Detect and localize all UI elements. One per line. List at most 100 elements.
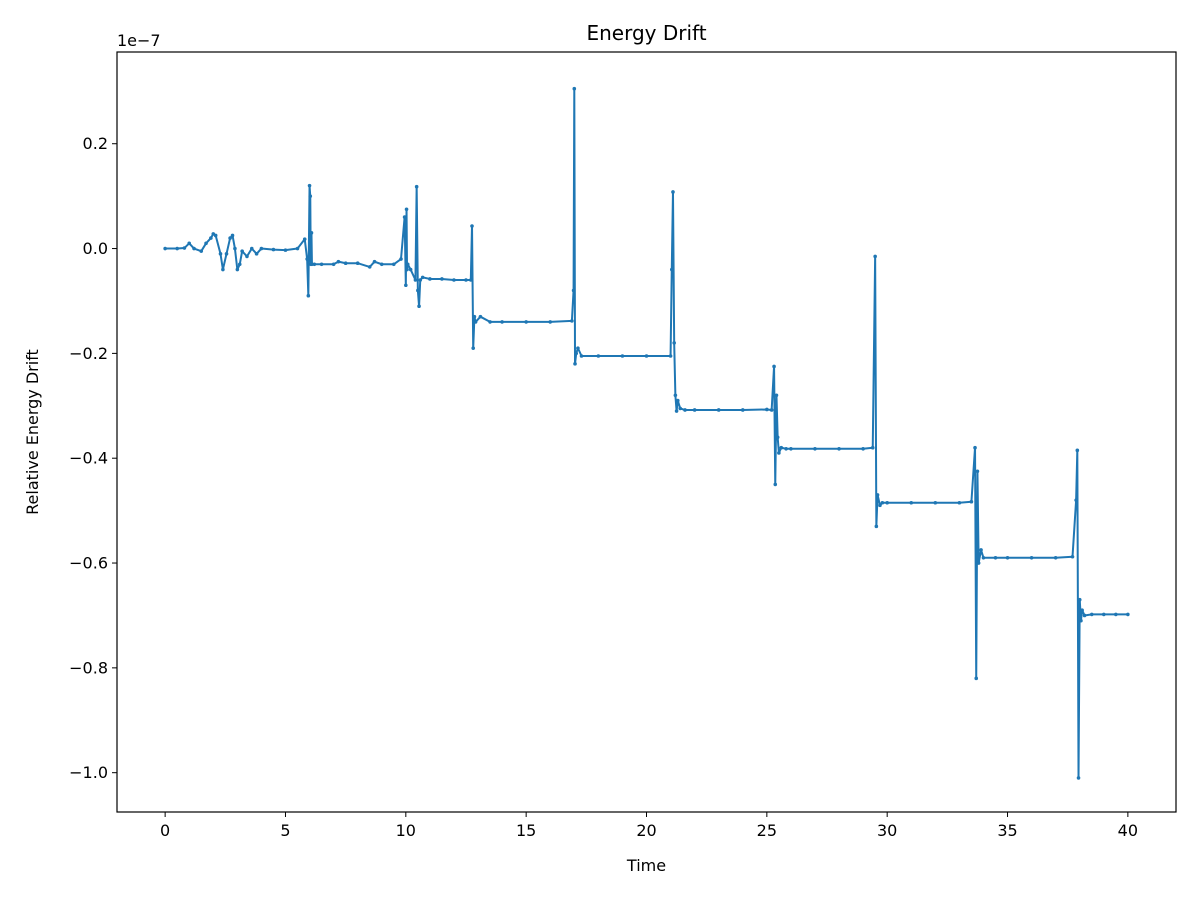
- data-point: [249, 246, 254, 251]
- data-point: [837, 446, 841, 451]
- data-point: [355, 261, 360, 266]
- data-point: [271, 247, 276, 252]
- data-point: [413, 278, 418, 282]
- data-point: [813, 446, 817, 451]
- data-point: [420, 275, 425, 280]
- data-point: [973, 445, 977, 450]
- data-point: [343, 261, 348, 266]
- y-tick-label: −0.2: [69, 344, 108, 363]
- data-point: [1077, 597, 1082, 602]
- y-tick-label: −0.8: [69, 658, 108, 677]
- x-axis-ticks: 0 5 10 15 20 25 30 35 40: [160, 812, 1138, 840]
- x-tick-label: 35: [997, 821, 1017, 840]
- data-point: [283, 248, 288, 252]
- data-point: [789, 446, 793, 451]
- data-point: [1075, 448, 1080, 453]
- data-point: [769, 408, 774, 412]
- data-point: [773, 482, 778, 487]
- data-point: [1070, 554, 1075, 559]
- data-point: [885, 500, 889, 505]
- x-tick-label: 20: [636, 821, 656, 840]
- data-point: [993, 555, 998, 560]
- data-point: [579, 354, 584, 358]
- data-point: [428, 277, 432, 281]
- data-point: [402, 215, 407, 219]
- data-point: [306, 293, 311, 298]
- data-point: [452, 278, 456, 282]
- data-point: [975, 469, 980, 474]
- data-point: [740, 408, 745, 412]
- data-point: [163, 246, 167, 251]
- data-point: [404, 207, 409, 212]
- data-point: [391, 262, 396, 267]
- data-point: [596, 354, 601, 358]
- data-point: [861, 446, 865, 451]
- data-point: [874, 524, 879, 529]
- y-tick-label: −0.6: [69, 554, 108, 573]
- y-tick-label: −0.4: [69, 449, 108, 468]
- data-point: [418, 278, 423, 282]
- data-point: [372, 259, 377, 264]
- data-point: [548, 320, 553, 324]
- data-point: [674, 409, 679, 413]
- data-point: [408, 267, 413, 272]
- data-point: [981, 555, 986, 560]
- data-point: [307, 183, 312, 188]
- data-point: [414, 184, 419, 189]
- data-point: [1082, 613, 1087, 618]
- data-point: [873, 254, 877, 259]
- y-tick-label: 0.2: [83, 134, 108, 153]
- data-point: [573, 362, 577, 366]
- data-point: [1079, 618, 1083, 623]
- data-point: [295, 246, 300, 251]
- chart-title: Energy Drift: [586, 21, 706, 45]
- data-point: [524, 320, 528, 324]
- data-point: [230, 233, 235, 238]
- data-point: [405, 262, 410, 267]
- data-point: [1053, 555, 1058, 560]
- data-point: [209, 236, 213, 240]
- data-point: [875, 493, 880, 497]
- data-point: [213, 233, 218, 238]
- data-point: [379, 262, 384, 267]
- data-point: [237, 262, 242, 267]
- x-axis-label: Time: [626, 856, 666, 875]
- data-point: [673, 393, 678, 398]
- x-tick-label: 10: [396, 821, 416, 840]
- data-point: [678, 406, 682, 411]
- y-axis-ticks: 0.2 0.0 −0.2 −0.4 −0.6 −0.8 −1.0: [69, 134, 117, 782]
- data-point: [1074, 498, 1078, 502]
- data-point: [969, 499, 974, 504]
- data-point: [1029, 555, 1034, 560]
- data-point: [1005, 555, 1010, 560]
- data-point: [957, 500, 962, 505]
- data-point: [309, 231, 314, 235]
- data-point: [620, 354, 625, 358]
- data-point: [576, 346, 580, 350]
- data-point: [312, 262, 317, 267]
- data-point: [471, 346, 476, 350]
- data-point: [1089, 612, 1094, 617]
- data-point: [228, 236, 232, 240]
- data-point: [909, 500, 914, 505]
- data-point: [692, 408, 697, 412]
- data-point: [404, 283, 408, 288]
- data-point: [572, 86, 577, 91]
- data-point: [336, 259, 341, 264]
- data-point: [1114, 612, 1118, 617]
- data-point: [1101, 612, 1106, 617]
- y-tick-label: 0.0: [83, 239, 108, 258]
- x-tick-label: 25: [757, 821, 777, 840]
- data-point: [878, 503, 882, 508]
- data-point: [218, 251, 223, 256]
- data-point: [245, 254, 249, 259]
- x-tick-label: 40: [1118, 821, 1138, 840]
- plot-layer: [163, 86, 1130, 780]
- data-point: [470, 224, 474, 228]
- data-point: [683, 408, 687, 412]
- data-point: [777, 451, 781, 455]
- x-tick-label: 30: [877, 821, 897, 840]
